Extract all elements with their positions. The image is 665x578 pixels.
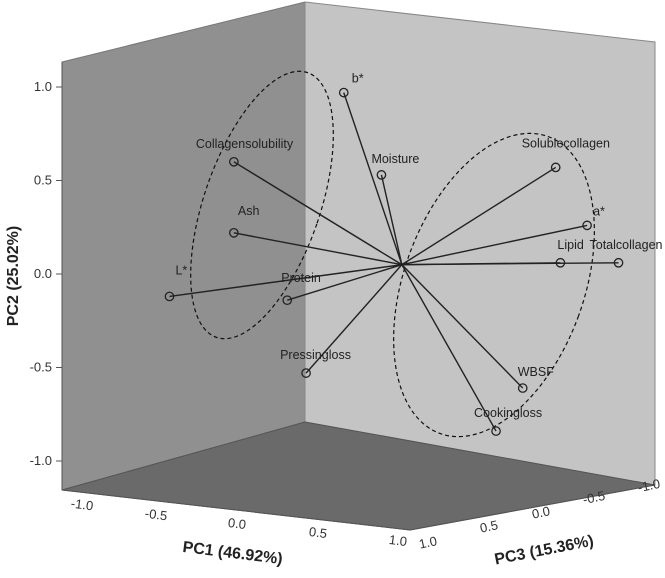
vector-endpoint: [282, 295, 293, 306]
box-walls: [61, 1, 656, 531]
back-wall: [61, 1, 306, 491]
pc1-tick-label: 0.0: [227, 515, 247, 532]
axes: 1.0 0.5 0.0 -0.5 -1.0 -1.0 -0.5 0.0 0.5 1.0 1.0 0.5…: [30, 62, 661, 552]
group-right: [393, 132, 595, 438]
variable-label: L*: [175, 263, 187, 277]
pc1-tick-label: 1.0: [388, 532, 408, 549]
variable-label: Protein: [281, 271, 321, 285]
pc1-tick-label: 0.5: [308, 524, 328, 541]
vector-endpoint: [338, 87, 349, 98]
vector-endpoint: [550, 162, 561, 173]
group-ellipses: [190, 70, 595, 438]
vector-line: [287, 263, 403, 301]
pc2-tick-label: 0.5: [34, 173, 52, 188]
variable-label: Totalcollagen: [590, 238, 663, 252]
pc3-axis-line: [409, 484, 656, 531]
variable-label: Lipid: [557, 238, 583, 252]
vector-line: [233, 161, 403, 266]
pc1-axis-title: PC1 (46.92%): [182, 539, 284, 568]
variable-label: Solublecollagen: [522, 136, 610, 150]
pc3-tick-label: 0.5: [478, 517, 499, 535]
vector-line: [401, 166, 557, 266]
variable-label: a*: [593, 204, 605, 218]
pc2-tick-label: 0.0: [34, 266, 52, 281]
vector-line: [305, 264, 403, 374]
vector-endpoint: [376, 170, 387, 180]
variable-label: Ash: [238, 204, 260, 218]
vector-line: [343, 92, 403, 265]
pc2-tick-label: -0.5: [30, 360, 52, 375]
vector-line: [401, 224, 588, 266]
variable-label: Collagensolubility: [196, 137, 294, 151]
vector-line: [401, 264, 524, 389]
vector-line: [380, 174, 403, 265]
pc2-axis-title: PC2 (25.02%): [5, 226, 22, 327]
vector-line: [401, 264, 497, 432]
pc1-tick-label: -0.5: [144, 506, 168, 524]
pc3-axis-title: PC3 (15.36%): [493, 533, 595, 569]
pc1-axis-line: [61, 489, 411, 531]
vector-endpoint: [517, 383, 528, 393]
vector-line: [169, 263, 402, 298]
vector-endpoint: [164, 291, 175, 302]
pc3-tick-label: -1.0: [636, 476, 661, 495]
group-left: [190, 70, 334, 340]
vector-endpoint: [301, 368, 311, 378]
variable-label: Cookingloss: [474, 406, 542, 420]
vector-line: [401, 262, 619, 266]
vector-line: [233, 232, 402, 266]
pc3-tick-label: 1.0: [417, 533, 438, 551]
vector-endpoint: [613, 257, 624, 268]
pc2-tick-label: 1.0: [34, 79, 52, 94]
pc1-tick-label: -1.0: [70, 496, 94, 514]
variable-label: WBSF: [518, 365, 554, 379]
loading-vectors: b* Collagensolubility Moisture Ash L* Protein…: [164, 72, 663, 436]
vector-endpoint: [491, 426, 501, 436]
vector-endpoint: [229, 156, 239, 167]
pc3-tick-label: -0.5: [581, 488, 606, 507]
pc2-tick-label: -1.0: [30, 453, 52, 468]
variable-label: Moisture: [371, 152, 419, 166]
variable-label: Pressingloss: [280, 348, 351, 362]
pc3-tick-label: 0.0: [530, 503, 551, 521]
variable-label: b*: [352, 72, 364, 86]
vector-endpoint: [582, 220, 592, 231]
vector-endpoint: [229, 228, 239, 238]
